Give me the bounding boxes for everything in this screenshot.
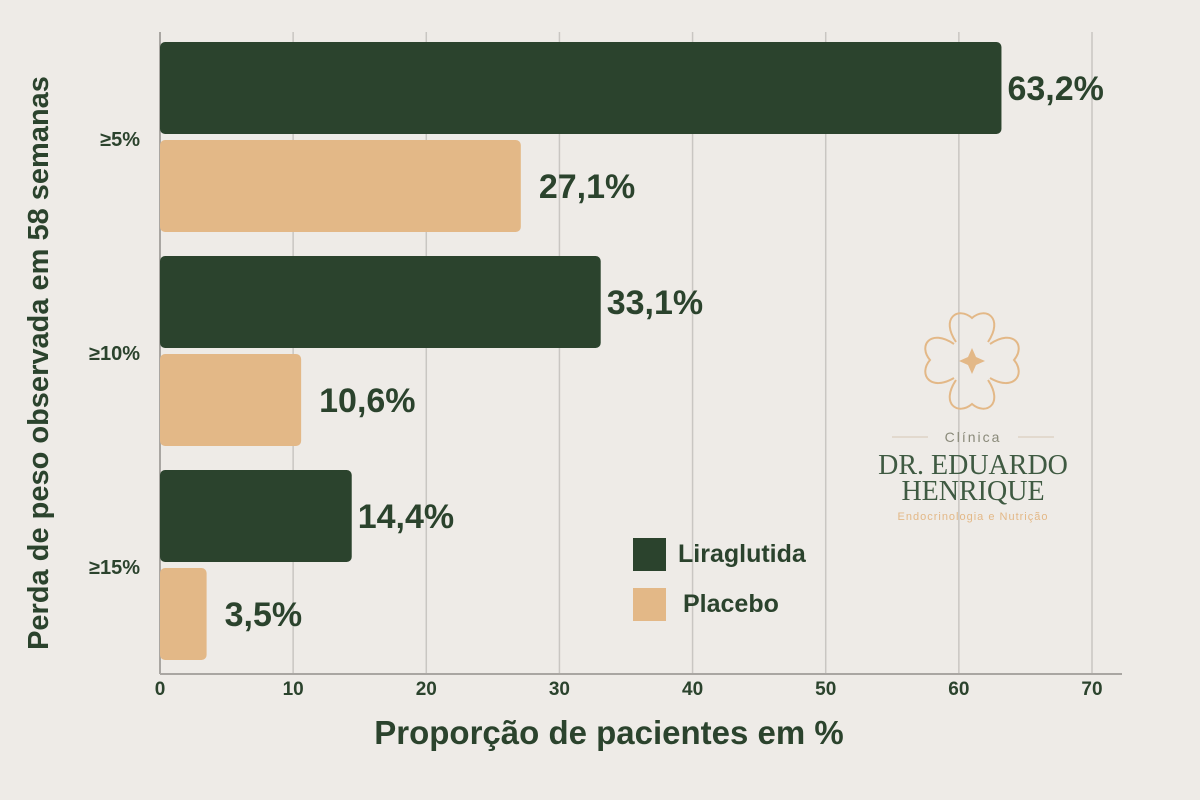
value-label: 27,1% [539,168,635,206]
gridlines [292,32,1093,674]
logo-henrique: HENRIQUE [901,476,1044,507]
legend-swatch-placebo [633,588,666,621]
y-tick-label: ≥15% [89,557,140,579]
legend-label-placebo: Placebo [683,590,779,618]
bar-liraglutida-1 [160,256,601,348]
y-tick-labels: ≥5% ≥10% ≥15% [89,129,140,579]
legend-label-liraglutida: Liraglutida [678,540,807,568]
x-tick-label: 70 [1081,679,1102,700]
legend: Liraglutida Placebo [633,538,807,621]
value-label: 3,5% [225,596,303,634]
x-tick-label: 60 [948,679,969,700]
axes [159,32,1122,675]
value-label: 10,6% [319,382,415,420]
y-axis-title: Perda de peso observada em 58 semanas [23,76,55,650]
value-label: 63,2% [1007,70,1103,108]
y-tick-label: ≥5% [100,129,140,151]
logo-dr-eduardo: DR. EDUARDO [878,450,1068,481]
value-label: 33,1% [607,284,703,322]
logo-clinica: Clínica [945,429,1002,445]
value-label: 14,4% [358,498,454,536]
bar-placebo-0 [160,140,521,232]
x-tick-label: 30 [549,679,570,700]
x-tick-labels: 0 10 20 30 40 50 60 70 [155,679,1103,700]
x-tick-label: 40 [682,679,703,700]
bar-placebo-2 [160,568,207,660]
clinic-logo: Clínica DR. EDUARDO HENRIQUE Endocrinolo… [878,312,1068,523]
x-tick-label: 20 [416,679,437,700]
x-tick-label: 50 [815,679,836,700]
bar-placebo-1 [160,354,302,446]
x-tick-label: 0 [155,679,166,700]
legend-swatch-liraglutida [633,538,666,571]
x-axis-title: Proporção de pacientes em % [374,714,844,751]
value-labels: 63,2% 27,1% 33,1% 10,6% 14,4% 3,5% [225,70,1104,634]
y-tick-label: ≥10% [89,343,140,365]
bar-liraglutida-0 [160,42,1002,134]
x-tick-label: 10 [283,679,304,700]
logo-subtitle: Endocrinologia e Nutrição [898,511,1049,523]
bar-liraglutida-2 [160,470,352,562]
clover-emblem-icon [924,312,1020,410]
bars [160,42,1002,660]
